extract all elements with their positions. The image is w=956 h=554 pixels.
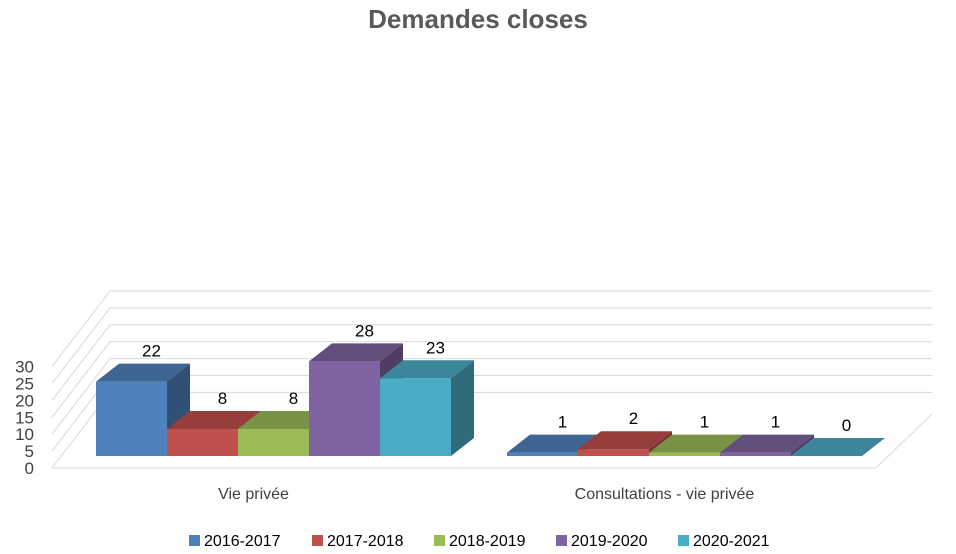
bar-side [791, 434, 814, 456]
y-tick-label: 0 [25, 459, 34, 478]
bar-front [720, 452, 791, 456]
bar-top [380, 360, 474, 379]
legend-swatch [678, 535, 689, 546]
bar [791, 438, 885, 456]
data-label: 1 [771, 413, 780, 432]
gridlines [51, 290, 933, 469]
legend-swatch [556, 535, 567, 546]
category-label: Consultations - vie privée [575, 486, 755, 503]
bar-top [507, 434, 601, 453]
legend-label: 2017-2018 [327, 533, 404, 550]
legend-label: 2019-2020 [571, 533, 648, 550]
y-tick-label: 5 [25, 442, 34, 461]
data-label: 8 [289, 389, 298, 408]
legend-item: 2020-2021 [678, 533, 770, 550]
legend: 2016-2017 2017-2018 2018-2019 2019-2020 2020… [189, 533, 770, 550]
data-label: 22 [142, 342, 161, 361]
bar-top [96, 363, 190, 382]
y-tick-label: 20 [15, 391, 34, 410]
category-labels: Vie privée Consultations - vie privée [218, 486, 754, 503]
legend-label: 2020-2021 [693, 533, 770, 550]
legend-item: 2019-2020 [556, 533, 648, 550]
data-label: 2 [629, 409, 638, 428]
bar-side [451, 360, 474, 456]
data-label: 1 [558, 413, 567, 432]
bar-front [380, 378, 451, 456]
legend-label: 2018-2019 [449, 533, 526, 550]
gridline-side [51, 290, 111, 367]
bar-top [649, 434, 743, 453]
bar [380, 360, 474, 456]
bars [96, 343, 885, 456]
bar-top [791, 438, 885, 456]
bar-top [167, 410, 261, 429]
data-label: 1 [700, 413, 709, 432]
chart-title: Demandes closes [368, 4, 588, 34]
bar [167, 410, 261, 456]
y-tick-label: 25 [15, 375, 34, 394]
bar-front [238, 428, 309, 456]
bar-top [578, 431, 672, 450]
legend-item: 2018-2019 [434, 533, 526, 550]
gridline-side [51, 341, 111, 418]
legend-swatch [189, 535, 200, 546]
legend-item: 2017-2018 [312, 533, 404, 550]
legend-item: 2016-2017 [189, 533, 281, 550]
y-tick-label: 15 [15, 408, 34, 427]
bar [720, 434, 814, 456]
legend-label: 2016-2017 [204, 533, 281, 550]
bar-top [238, 410, 332, 429]
bar-top [720, 434, 814, 453]
bar-front [578, 449, 649, 456]
y-tick-label: 30 [15, 358, 34, 377]
bar-top [309, 343, 403, 362]
bar-front [167, 428, 238, 456]
legend-swatch [434, 535, 445, 546]
data-label: 0 [842, 416, 851, 435]
data-label: 8 [218, 389, 227, 408]
bar-front [309, 361, 380, 456]
floor-edge-right [875, 413, 933, 469]
y-tick-label: 10 [15, 425, 34, 444]
gridline-side [51, 307, 111, 384]
gridline-side [51, 324, 111, 401]
bar-front [649, 452, 720, 456]
data-label: 23 [426, 338, 445, 357]
data-label: 28 [355, 321, 374, 340]
legend-swatch [312, 535, 323, 546]
category-label: Vie privée [218, 486, 289, 503]
bar-front [96, 381, 167, 456]
gridline-side [51, 358, 111, 435]
bar-front [507, 452, 578, 456]
